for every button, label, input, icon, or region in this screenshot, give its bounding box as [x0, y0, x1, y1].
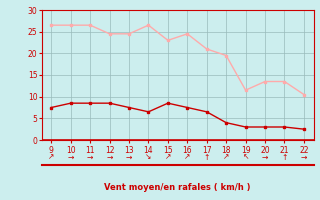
Text: →: → [68, 152, 74, 162]
Text: ↖: ↖ [243, 152, 249, 162]
Text: →: → [87, 152, 93, 162]
Text: ↗: ↗ [165, 152, 171, 162]
Text: →: → [301, 152, 307, 162]
Text: ↗: ↗ [223, 152, 229, 162]
Text: →: → [126, 152, 132, 162]
Text: ↘: ↘ [145, 152, 152, 162]
Text: ↑: ↑ [281, 152, 288, 162]
Text: ↗: ↗ [184, 152, 190, 162]
Text: ↑: ↑ [204, 152, 210, 162]
Text: →: → [262, 152, 268, 162]
Text: ↗: ↗ [48, 152, 54, 162]
Text: →: → [107, 152, 113, 162]
Text: Vent moyen/en rafales ( km/h ): Vent moyen/en rafales ( km/h ) [104, 183, 251, 192]
